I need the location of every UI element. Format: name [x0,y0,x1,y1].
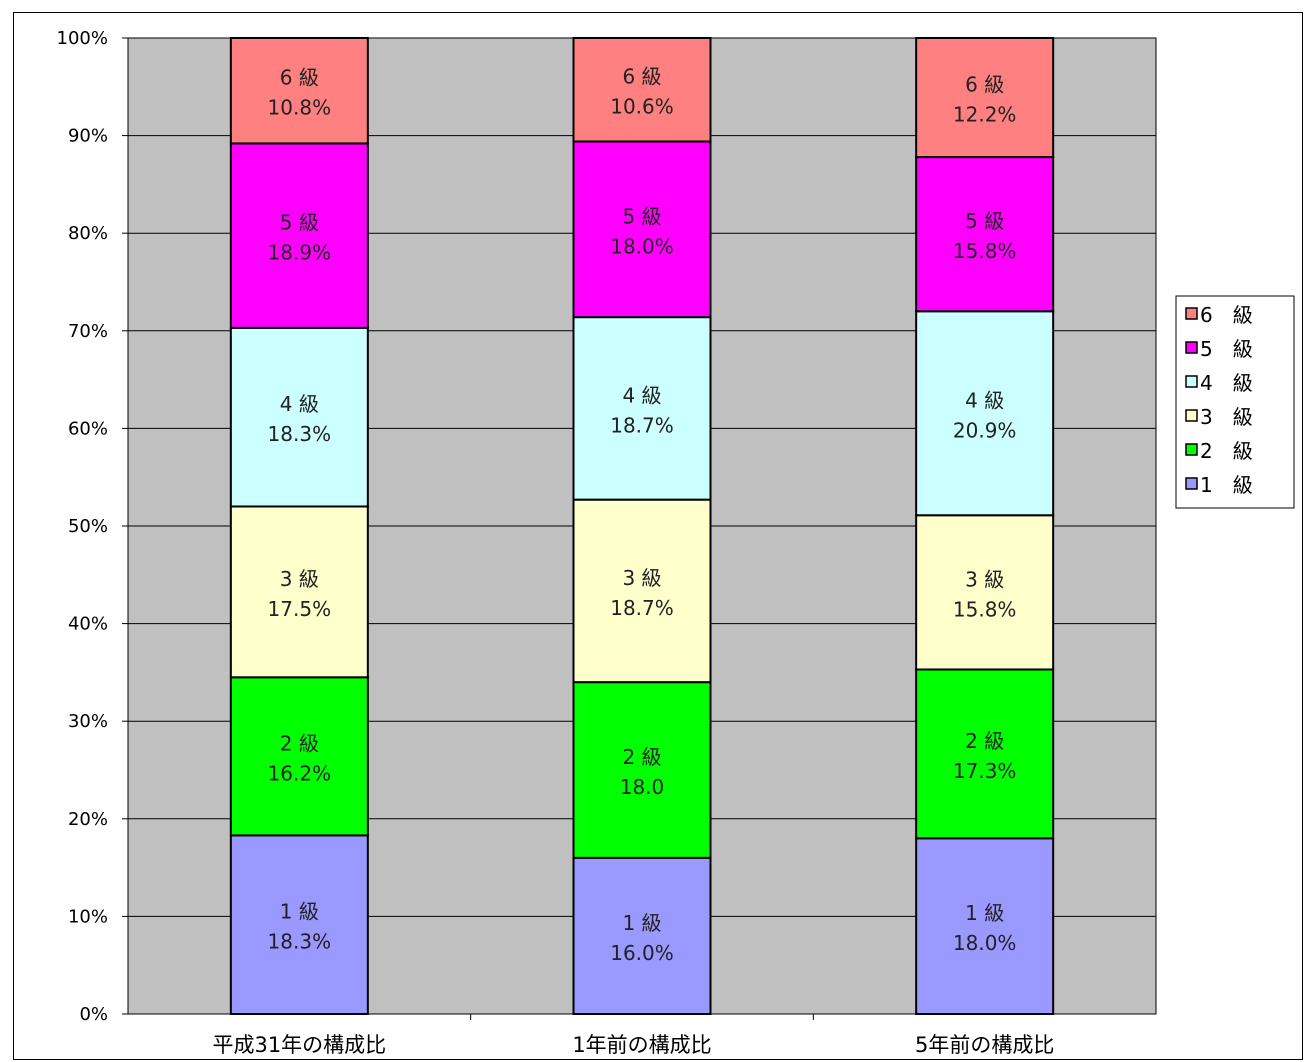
segment-label-percent: 18.7% [610,596,674,620]
segment-label-percent: 18.0 [620,775,665,799]
segment-label-percent: 17.5% [268,597,332,621]
y-tick-label: 70% [68,321,108,342]
legend-box [1175,295,1295,509]
y-tick-label: 100% [57,28,108,49]
segment-label-percent: 20.9% [953,418,1017,442]
bar-segment [229,505,369,679]
segment-label-grade: 5 級 [622,204,661,228]
bar-segment [915,514,1055,671]
legend-swatch [1185,375,1198,388]
y-tick-label: 40% [68,614,108,635]
legend-label: 6 級 [1200,303,1253,327]
segment-label-percent: 18.3% [268,930,332,954]
segment-label-percent: 12.2% [953,103,1017,127]
segment-label-grade: 2 級 [622,745,661,769]
segment-label-grade: 2 級 [965,729,1004,753]
legend-swatch [1185,341,1198,354]
legend-swatch [1185,307,1198,320]
segment-label-grade: 4 級 [280,392,319,416]
segment-label-percent: 10.8% [268,96,332,120]
segment-label-percent: 18.0% [953,931,1017,955]
segment-label-grade: 3 級 [622,566,661,590]
legend-label: 5 級 [1200,337,1253,361]
bar-segment [229,326,369,508]
segment-label-grade: 1 級 [965,901,1004,925]
legend-label: 2 級 [1200,439,1253,463]
y-tick-label: 10% [68,906,108,927]
y-tick-label: 80% [68,223,108,244]
bar-segment [572,681,712,859]
legend-label: 3 級 [1200,405,1253,429]
segment-label-percent: 15.8% [953,597,1017,621]
bar-segment [915,310,1055,517]
bar-segment [229,37,369,145]
bar-segment [572,856,712,1016]
x-category-label: 5年前の構成比 [915,1033,1054,1057]
y-tick-label: 20% [68,809,108,830]
segment-label-percent: 16.0% [610,941,674,965]
legend-swatch [1185,443,1198,456]
segment-label-percent: 16.2% [268,761,332,785]
segment-label-grade: 5 級 [280,211,319,235]
y-tick-label: 0% [79,1004,108,1025]
segment-label-grade: 1 級 [622,911,661,935]
segment-label-grade: 1 級 [280,900,319,924]
y-tick-label: 50% [68,516,108,537]
segment-label-percent: 10.6% [610,95,674,119]
bar-segment [572,37,712,143]
bar-segment [572,140,712,319]
bar-segment [229,676,369,837]
x-category-label: 1年前の構成比 [572,1033,711,1057]
segment-label-grade: 4 級 [622,383,661,407]
legend-swatch [1185,477,1198,490]
x-category-label: 平成31年の構成比 [212,1033,386,1057]
bar-segment [572,316,712,501]
bar-segment [229,142,369,329]
segment-label-percent: 18.3% [268,422,332,446]
legend-label: 4 級 [1200,371,1253,395]
segment-label-grade: 6 級 [280,66,319,90]
legend-swatch [1185,409,1198,422]
bar-segment [915,37,1055,159]
bar-segment [915,837,1055,1015]
bar-segment [915,156,1055,313]
y-tick-label: 30% [68,711,108,732]
segment-label-grade: 3 級 [965,567,1004,591]
segment-label-grade: 6 級 [965,73,1004,97]
y-tick-label: 90% [68,126,108,147]
segment-label-grade: 4 級 [965,388,1004,412]
bar-segment [229,834,369,1016]
y-tick-label: 60% [68,418,108,439]
segment-label-percent: 15.8% [953,239,1017,263]
bar-segment [915,668,1055,840]
segment-label-percent: 18.7% [610,413,674,437]
bar-segment [572,498,712,684]
segment-label-percent: 17.3% [953,759,1017,783]
segment-label-grade: 6 級 [622,65,661,89]
segment-label-grade: 5 級 [965,209,1004,233]
segment-label-grade: 3 級 [280,567,319,591]
legend-label: 1 級 [1200,473,1253,497]
segment-label-grade: 2 級 [280,731,319,755]
segment-label-percent: 18.9% [268,241,332,265]
segment-label-percent: 18.0% [610,234,674,258]
